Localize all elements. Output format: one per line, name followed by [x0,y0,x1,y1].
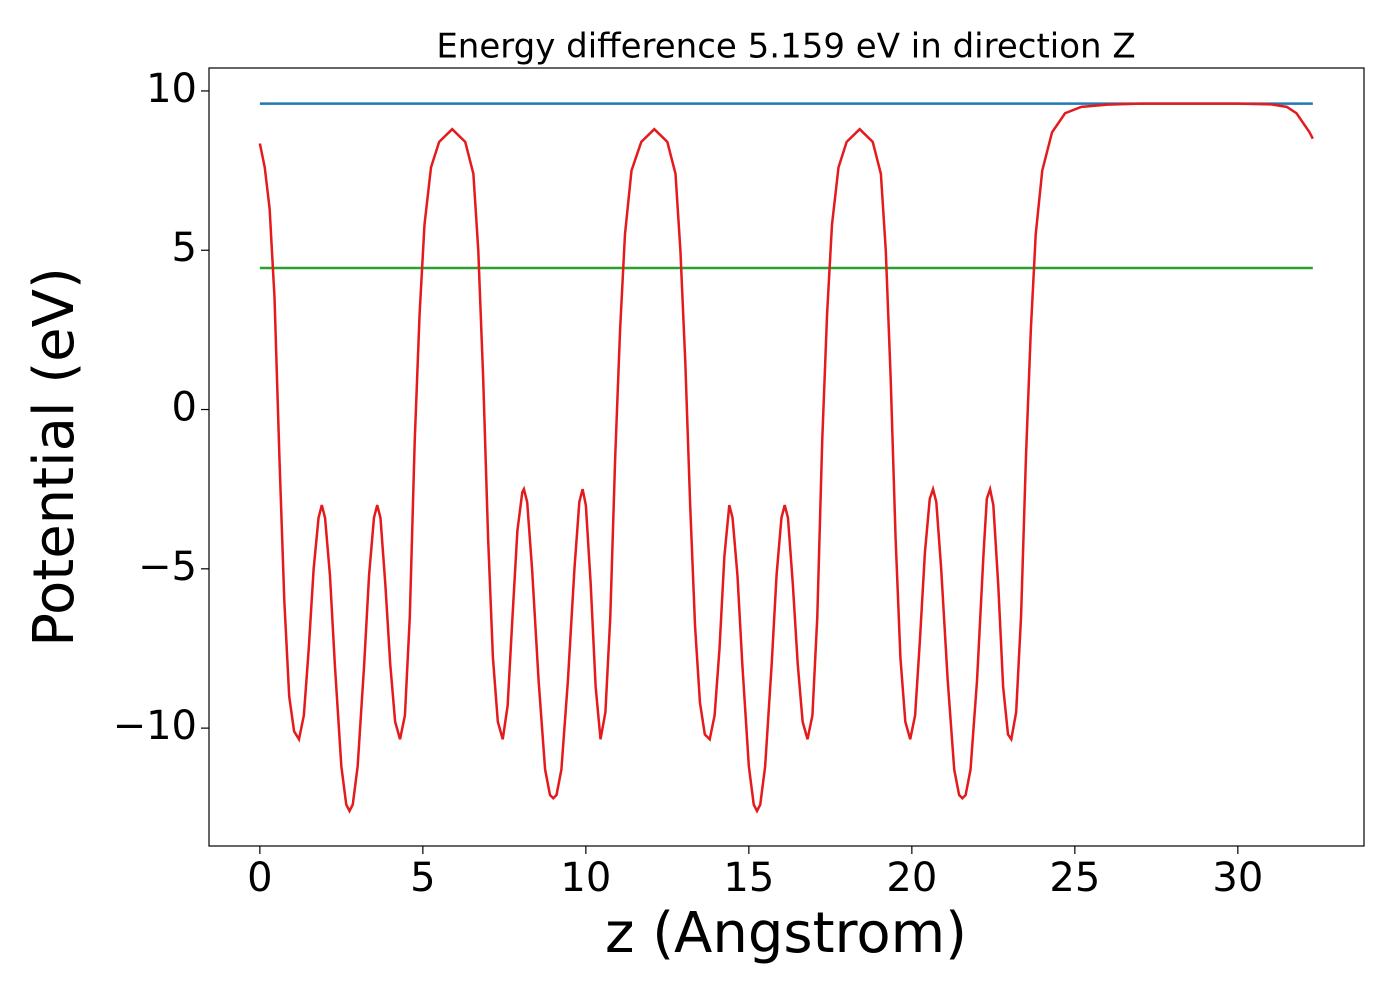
y-axis-label: Potential (eV) [22,267,87,647]
plot-frame [208,67,1365,847]
y-tick-label: 5 [172,225,197,271]
x-tick-label: 0 [247,855,272,901]
x-axis-label: z (Angstrom) [605,901,967,966]
x-tick-label: 15 [723,855,774,901]
y-tick-label: 0 [172,385,197,431]
chart-title: Energy difference 5.159 eV in direction … [436,27,1135,67]
x-tick-label: 10 [560,855,611,901]
data-line [258,102,1314,814]
y-tick-label: −5 [138,544,197,590]
x-tick-label: 30 [1212,855,1263,901]
x-tick-label: 25 [1049,855,1100,901]
y-tick-label: −10 [113,703,197,749]
x-tick-label: 20 [886,855,937,901]
x-tick-label: 5 [410,855,435,901]
y-tick-label: 10 [146,66,197,112]
